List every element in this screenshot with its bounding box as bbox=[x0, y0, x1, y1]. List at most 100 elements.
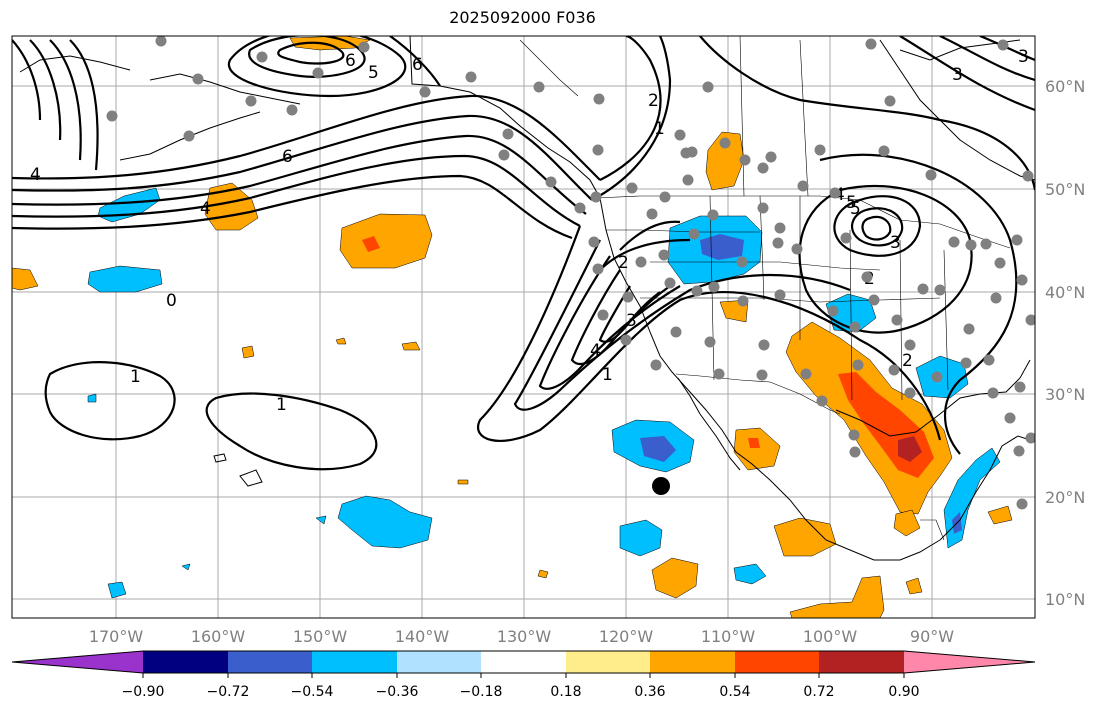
contour-line bbox=[598, 285, 661, 343]
negative-anomaly-region bbox=[619, 519, 663, 557]
contour-label: 3 bbox=[626, 311, 637, 331]
colorbar-swatch bbox=[312, 651, 397, 673]
contour-label: 1 bbox=[654, 119, 665, 139]
colorbar-swatch bbox=[228, 651, 312, 673]
strong-positive-anomaly bbox=[362, 236, 380, 252]
positive-anomaly-region bbox=[987, 505, 1013, 525]
contour-line bbox=[899, 36, 1035, 112]
colorbar-tick-label: 0.18 bbox=[550, 684, 581, 700]
lat-label: 40°N bbox=[1045, 283, 1085, 302]
colorbar-ticks bbox=[142, 673, 905, 678]
contour-line bbox=[798, 185, 973, 334]
contour-label: 3 bbox=[952, 65, 963, 85]
contour-line bbox=[591, 36, 672, 201]
colorbar-swatch bbox=[566, 651, 650, 673]
very-strong-positive-anomaly bbox=[898, 436, 922, 462]
contour-line bbox=[12, 39, 42, 121]
colorbar-tick-label: 0.54 bbox=[719, 684, 750, 700]
contour-label: 6 bbox=[345, 51, 356, 71]
positive-anomaly-region bbox=[401, 341, 421, 351]
negative-anomaly-region bbox=[337, 495, 433, 549]
contour-label: 1 bbox=[602, 365, 613, 385]
contour-line bbox=[44, 361, 176, 441]
contour-label: 2 bbox=[648, 91, 659, 111]
contour-label: 6 bbox=[412, 55, 423, 75]
contour-label: 4 bbox=[590, 341, 601, 361]
contour-line bbox=[12, 134, 587, 215]
contour-line bbox=[979, 36, 1035, 62]
contour-line bbox=[513, 239, 851, 411]
location-marker bbox=[652, 477, 670, 495]
contour-line bbox=[227, 36, 407, 98]
contour-label: 2 bbox=[902, 351, 913, 371]
lon-label: 150°W bbox=[293, 627, 348, 646]
colorbar-extend-high bbox=[904, 651, 1035, 673]
colorbar-tick-label: −0.72 bbox=[207, 684, 250, 700]
contour-line bbox=[69, 39, 99, 171]
negative-anomaly-region bbox=[181, 563, 191, 571]
contour-label: 0 bbox=[166, 291, 177, 311]
positive-anomaly-region bbox=[651, 557, 699, 599]
colorbar-swatch bbox=[650, 651, 735, 673]
lon-label: 160°W bbox=[191, 627, 246, 646]
contour-label: 5 bbox=[368, 63, 379, 83]
colorbar-swatch bbox=[481, 651, 566, 673]
positive-anomaly-region bbox=[905, 577, 923, 595]
contour-line bbox=[277, 41, 345, 65]
colorbar-swatch bbox=[143, 651, 228, 673]
lat-label: 10°N bbox=[1045, 590, 1085, 609]
lon-label: 100°W bbox=[803, 627, 858, 646]
lon-label: 90°W bbox=[910, 627, 954, 646]
colorbar: −0.90 −0.72 −0.54 −0.36 −0.18 0.18 0.36 … bbox=[11, 650, 1036, 700]
contour-line bbox=[850, 207, 904, 247]
contour-label: 4 bbox=[30, 165, 41, 185]
colorbar-swatch bbox=[735, 651, 819, 673]
contours bbox=[12, 36, 1035, 471]
colorbar-swatch bbox=[397, 651, 481, 673]
negative-anomaly-region bbox=[87, 265, 163, 293]
contour-line bbox=[12, 174, 573, 240]
contour-line bbox=[619, 220, 681, 251]
latitude-axis: 60°N 50°N 40°N 30°N 20°N 10°N bbox=[1045, 77, 1085, 609]
contour-line bbox=[12, 94, 601, 181]
map-frame bbox=[11, 35, 1036, 619]
positive-anomaly-region bbox=[339, 213, 433, 269]
colorbar-tick-label: −0.90 bbox=[122, 684, 165, 700]
colorbar-extend-low bbox=[12, 651, 143, 673]
positive-anomaly-region bbox=[12, 267, 39, 291]
contour-line bbox=[939, 36, 1035, 82]
coastlines bbox=[19, 36, 1035, 561]
contour-line bbox=[477, 225, 942, 442]
negative-anomaly-region bbox=[107, 581, 127, 599]
longitude-axis: 170°W 160°W 150°W 140°W 130°W 120°W 110°… bbox=[89, 627, 954, 646]
lon-label: 140°W bbox=[395, 627, 450, 646]
contour-line bbox=[389, 36, 441, 87]
colorbar-tick-label: −0.36 bbox=[376, 684, 419, 700]
colorbar-tick-label: −0.18 bbox=[460, 684, 503, 700]
colorbar-tick-label: 0.90 bbox=[888, 684, 919, 700]
contour-line bbox=[833, 195, 922, 257]
contour-line bbox=[819, 153, 1018, 455]
colorbar-tick-label: 0.72 bbox=[803, 684, 834, 700]
lat-label: 50°N bbox=[1045, 180, 1085, 199]
contour-label: 2 bbox=[618, 253, 629, 273]
contour-label: 1 bbox=[276, 395, 287, 415]
lat-label: 30°N bbox=[1045, 385, 1085, 404]
contour-line bbox=[12, 154, 581, 227]
contour-line bbox=[49, 39, 82, 161]
positive-anomaly-region bbox=[537, 569, 549, 579]
lon-label: 170°W bbox=[89, 627, 144, 646]
contour-line bbox=[599, 238, 691, 271]
positive-anomaly-region bbox=[893, 509, 921, 537]
positive-anomaly-region bbox=[789, 575, 885, 618]
contour-label: 5 bbox=[850, 199, 861, 219]
contour-line bbox=[599, 36, 662, 181]
negative-anomaly-region bbox=[87, 393, 97, 403]
contour-line bbox=[248, 36, 366, 78]
lat-label: 60°N bbox=[1045, 77, 1085, 96]
lon-label: 120°W bbox=[599, 627, 654, 646]
negative-anomaly-region bbox=[315, 515, 327, 525]
contour-line bbox=[699, 36, 1035, 191]
contour-line bbox=[861, 215, 892, 241]
